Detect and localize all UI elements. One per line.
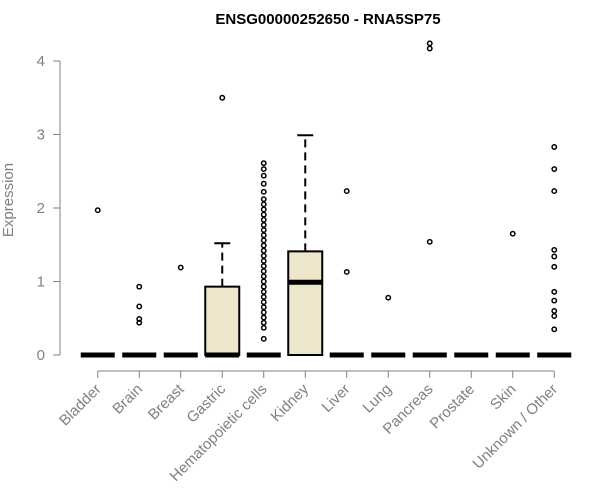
y-tick-label: 0	[37, 347, 45, 364]
outlier-point	[260, 201, 267, 208]
outlier-point	[343, 188, 350, 195]
outlier-point	[260, 324, 267, 331]
outlier-point	[260, 160, 267, 167]
outlier-point	[509, 230, 516, 237]
outlier-point	[260, 299, 267, 306]
box-group	[412, 40, 447, 358]
outlier-point	[260, 232, 267, 239]
outlier-point	[260, 283, 267, 290]
outlier-point	[551, 253, 558, 260]
outlier-point	[260, 309, 267, 316]
outlier-point	[136, 319, 143, 326]
outlier-point	[260, 180, 267, 187]
outlier-point	[551, 188, 558, 195]
outlier-point	[426, 40, 433, 47]
x-tick-label: Prostate	[427, 381, 479, 433]
outlier-point	[260, 166, 267, 172]
outlier-point	[551, 297, 558, 304]
y-tick-label: 2	[37, 200, 45, 217]
outlier-point	[260, 268, 267, 275]
outlier-point	[260, 288, 267, 295]
box-group	[246, 160, 281, 358]
outlier-point	[260, 211, 267, 218]
outlier-point	[260, 252, 267, 259]
outlier-point	[260, 221, 267, 228]
y-axis-label: Expression	[0, 163, 17, 237]
outlier-point	[260, 216, 267, 223]
y-axis: 0 1 2 3 4	[37, 53, 61, 364]
outlier-point	[260, 237, 267, 244]
x-tick-label: Kidney	[268, 380, 313, 425]
box-iqr	[287, 250, 324, 357]
outlier-point	[260, 206, 267, 213]
box-group	[80, 207, 115, 358]
outlier-point	[551, 144, 558, 150]
outlier-point	[551, 307, 558, 314]
outlier-point	[260, 263, 267, 270]
outlier-point	[260, 196, 267, 203]
x-tick-label: Brain	[109, 381, 146, 418]
outlier-point	[260, 172, 267, 179]
outlier-point	[260, 278, 267, 285]
outlier-point	[260, 257, 267, 264]
x-tick-label: Breast	[145, 380, 188, 423]
outlier-point	[260, 319, 267, 326]
box-group	[163, 264, 198, 358]
y-tick-label: 1	[37, 274, 45, 291]
outlier-point	[136, 303, 143, 310]
outlier-point	[551, 246, 558, 253]
outlier-point	[426, 238, 433, 245]
outlier-point	[426, 45, 433, 52]
outlier-point	[177, 264, 184, 271]
outlier-point	[94, 207, 101, 214]
outlier-point	[260, 227, 267, 234]
outlier-point	[136, 283, 143, 290]
outlier-point	[260, 247, 267, 254]
y-tick-label: 4	[37, 53, 45, 70]
x-tick-label: Skin	[487, 381, 520, 414]
x-tick-label: Lung	[359, 381, 395, 417]
outlier-point	[551, 288, 558, 295]
box-group	[204, 94, 241, 358]
box-group	[495, 230, 530, 358]
outlier-point	[551, 326, 558, 333]
x-tick-label: Liver	[319, 381, 354, 416]
x-tick-label: Bladder	[56, 381, 105, 430]
outlier-point	[551, 166, 558, 172]
outlier-point	[219, 94, 226, 101]
outlier-point	[260, 314, 267, 321]
outlier-point	[551, 263, 558, 270]
outlier-point	[260, 293, 267, 300]
outlier-point	[551, 313, 558, 319]
outlier-point	[260, 188, 267, 195]
outlier-point	[260, 335, 267, 342]
outlier-point	[385, 294, 392, 301]
box-group	[371, 294, 406, 358]
outlier-point	[343, 268, 350, 275]
box-group	[287, 134, 324, 357]
box-group	[122, 283, 157, 358]
y-tick-label: 3	[37, 127, 45, 144]
outlier-point	[260, 273, 267, 280]
box-group	[329, 188, 364, 358]
outlier-point	[260, 304, 267, 311]
box-iqr	[204, 285, 241, 356]
chart-title: ENSG00000252650 - RNA5SP75	[215, 11, 440, 28]
plot-area	[80, 40, 572, 358]
box-group	[537, 144, 572, 358]
outlier-point	[260, 242, 267, 249]
